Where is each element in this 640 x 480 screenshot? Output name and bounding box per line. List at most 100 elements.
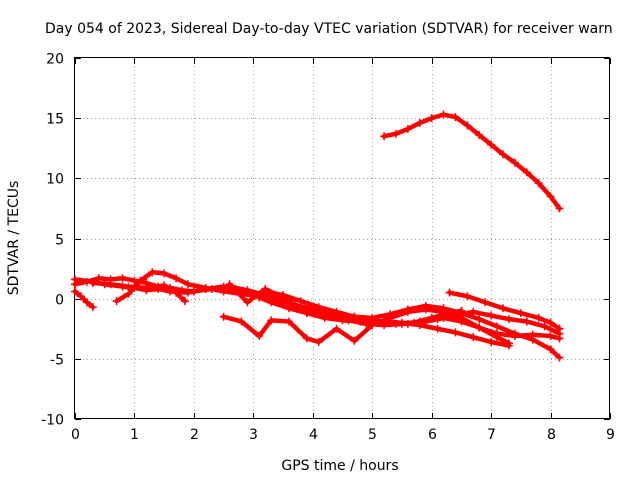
data-point — [71, 287, 79, 296]
y-tick-label: 0 — [55, 293, 64, 309]
data-point — [546, 331, 555, 340]
data-point — [392, 129, 400, 138]
grid — [75, 58, 610, 419]
data-point — [522, 168, 531, 177]
data-point — [493, 322, 502, 331]
data-point — [124, 289, 133, 298]
data-point — [255, 331, 264, 340]
data-point — [302, 334, 311, 343]
data-point — [296, 297, 305, 306]
data-point — [71, 280, 79, 289]
data-point — [386, 310, 395, 319]
data-point — [261, 287, 270, 296]
x-tick-label: 8 — [547, 427, 556, 443]
data-point — [118, 274, 127, 283]
data-point — [314, 303, 323, 312]
data-series — [71, 110, 564, 362]
data-point — [469, 333, 478, 342]
x-tick-label: 7 — [487, 427, 496, 443]
data-point — [421, 301, 430, 310]
data-point — [546, 345, 555, 354]
data-point — [451, 328, 460, 337]
data-point — [219, 287, 228, 296]
data-point — [296, 304, 305, 313]
y-tick-label: -10 — [41, 413, 64, 429]
series-line — [72, 289, 96, 310]
data-point — [368, 316, 377, 325]
x-axis-label: GPS time / hours — [281, 458, 398, 474]
x-tick-label: 5 — [368, 427, 377, 443]
data-point — [180, 297, 189, 306]
data-point — [183, 280, 192, 289]
data-point — [178, 286, 186, 295]
data-point — [555, 353, 564, 362]
plot-frame — [74, 57, 610, 419]
data-point — [439, 304, 448, 313]
series-s1 — [71, 287, 97, 312]
x-tick-label: 1 — [130, 427, 139, 443]
data-point — [225, 280, 234, 289]
data-point — [160, 281, 169, 290]
data-point — [142, 283, 151, 292]
series-line — [90, 280, 188, 304]
data-point — [243, 298, 252, 307]
data-point — [528, 330, 537, 339]
data-point — [439, 313, 448, 322]
data-point — [516, 309, 525, 318]
series-s8 — [445, 288, 564, 333]
data-point — [386, 318, 395, 327]
data-point — [112, 297, 121, 306]
data-point — [403, 124, 412, 133]
data-point — [415, 118, 424, 127]
data-point — [445, 288, 454, 297]
data-point — [504, 339, 513, 348]
data-point — [332, 307, 341, 316]
data-point — [493, 329, 502, 338]
data-point — [273, 295, 282, 304]
series-line — [221, 307, 512, 346]
series-high-arc — [380, 110, 564, 213]
y-tick-label: 20 — [46, 52, 64, 68]
data-point — [555, 204, 564, 213]
x-tick-label: 6 — [428, 427, 437, 443]
series-line — [227, 281, 562, 360]
data-point — [451, 112, 460, 121]
data-point — [487, 311, 496, 320]
data-point — [534, 313, 543, 322]
data-point — [463, 292, 472, 301]
data-point — [463, 121, 472, 130]
data-point — [433, 324, 442, 333]
x-tick-label: 4 — [309, 427, 318, 443]
data-point — [522, 317, 531, 326]
data-point — [136, 276, 145, 285]
data-point — [546, 318, 555, 327]
x-tick-label: 9 — [606, 427, 615, 443]
data-point — [555, 324, 564, 333]
data-point — [439, 110, 448, 119]
data-point — [427, 114, 436, 123]
data-point — [469, 307, 478, 316]
y-tick-label: 10 — [46, 172, 64, 188]
y-tick-label: -5 — [50, 353, 64, 369]
data-point — [475, 131, 484, 140]
data-point — [160, 269, 169, 278]
data-point — [350, 312, 359, 321]
series-line — [447, 290, 562, 332]
data-point — [285, 317, 293, 326]
data-point — [504, 315, 513, 324]
data-point — [481, 298, 490, 307]
chart-title: Day 054 of 2023, Sidereal Day-to-day VTE… — [45, 21, 613, 37]
series-s9 — [261, 287, 564, 343]
data-point — [314, 337, 323, 346]
data-point — [510, 158, 519, 167]
data-point — [76, 292, 85, 301]
data-point — [172, 288, 181, 297]
data-point — [421, 317, 430, 326]
y-tick-label: 15 — [46, 112, 64, 128]
data-point — [201, 283, 210, 292]
data-point — [475, 323, 484, 332]
data-point — [403, 319, 412, 328]
axis-ticks: 0 1 2 3 4 5 6 7 8 9 -10 -5 0 5 10 15 20 — [41, 52, 615, 444]
x-tick-label: 2 — [190, 427, 199, 443]
